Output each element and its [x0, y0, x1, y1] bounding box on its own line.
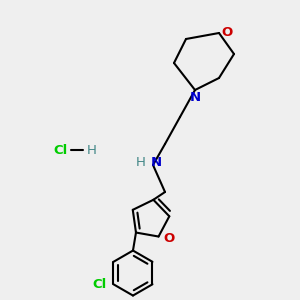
Text: N: N — [150, 155, 162, 169]
Text: O: O — [164, 232, 175, 244]
Text: O: O — [221, 26, 232, 40]
Text: H: H — [87, 143, 96, 157]
Text: H: H — [136, 155, 146, 169]
Text: Cl: Cl — [53, 143, 67, 157]
Text: N: N — [189, 91, 201, 104]
Text: Cl: Cl — [93, 278, 107, 291]
